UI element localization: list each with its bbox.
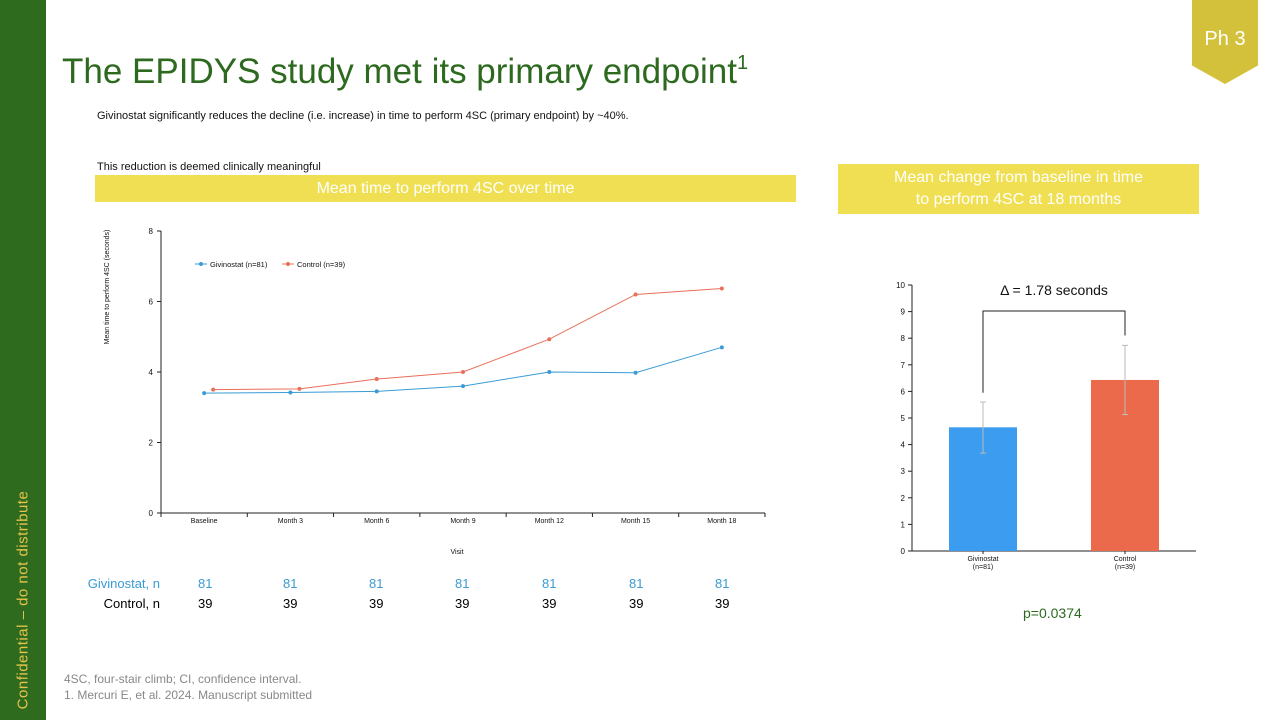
y-tick-label: 8	[149, 227, 154, 236]
x-tick-label: Month 3	[278, 518, 303, 525]
data-point-control	[374, 377, 379, 382]
n-value-control: 39	[629, 596, 644, 611]
legend-label: Givinostat (n=81)	[210, 260, 268, 269]
n-value-control: 39	[369, 596, 384, 611]
bar-chart-banner: Mean change from baseline in time to per…	[838, 164, 1199, 214]
bar-y-tick-label: 4	[901, 441, 906, 450]
data-point-givinostat	[547, 370, 552, 374]
data-point-givinostat	[202, 391, 207, 396]
bar-chart-banner-line1: Mean change from baseline in time	[893, 169, 1144, 186]
footnote-reference: 1. Mercuri E, et al. 2024. Manuscript su…	[64, 688, 313, 702]
bar-y-tick-label: 6	[901, 387, 906, 396]
data-point-control	[461, 370, 465, 374]
data-point-givinostat	[461, 384, 465, 389]
y-tick-label: 0	[149, 509, 154, 518]
x-tick-label: Month 9	[450, 518, 475, 525]
bar-y-tick-label: 2	[901, 494, 906, 503]
data-point-givinostat	[288, 390, 293, 395]
phase-badge: Ph 3	[1192, 0, 1258, 84]
data-point-control	[719, 286, 724, 291]
y-axis-label: Mean time to perform 4SC (seconds)	[104, 230, 111, 345]
n-value-givinostat: 81	[198, 576, 213, 591]
x-tick-label: Month 15	[621, 518, 650, 525]
bar-y-tick-label: 8	[901, 334, 906, 343]
n-value-givinostat: 81	[715, 576, 730, 591]
phase-badge-label: Ph 3	[1204, 28, 1246, 50]
line-chart-banner: Mean time to perform 4SC over time	[95, 175, 796, 202]
n-value-control: 39	[283, 596, 298, 611]
n-value-control: 39	[455, 596, 470, 611]
bar-y-tick-label: 5	[901, 414, 906, 423]
delta-bracket	[982, 310, 1126, 393]
bar-y-tick-label: 0	[901, 547, 906, 556]
data-point-givinostat	[719, 345, 724, 350]
bar-y-tick-label: 7	[901, 361, 906, 370]
x-tick-label: Month 12	[535, 518, 564, 525]
bar-y-tick-label: 3	[901, 467, 906, 476]
bar-category-label: Givinostat	[967, 556, 998, 563]
legend-label: Control (n=39)	[297, 260, 346, 269]
bar-category-label: Control	[1114, 556, 1137, 563]
y-tick-label: 6	[149, 298, 154, 307]
y-tick-label: 2	[149, 439, 154, 448]
title-reference: 1	[737, 52, 749, 74]
delta-annotation: Δ = 1.78 seconds	[1000, 282, 1108, 298]
data-point-givinostat	[633, 370, 638, 375]
n-value-givinostat: 81	[455, 576, 470, 591]
n-value-control: 39	[542, 596, 557, 611]
n-value-control: 39	[198, 596, 213, 611]
subtitle-secondary: This reduction is deemed clinically mean…	[97, 161, 321, 173]
subtitle-primary: Givinostat significantly reduces the dec…	[97, 110, 629, 122]
n-row-label-control: Control, n	[103, 596, 160, 611]
legend-swatch-marker	[286, 262, 290, 266]
page-title: The EPIDYS study met its primary endpoin…	[62, 52, 748, 92]
page-title-text: The EPIDYS study met its primary endpoin…	[62, 52, 737, 91]
confidential-label: Confidential – do not distribute	[14, 490, 32, 710]
series-line-control	[213, 287, 722, 391]
n-value-givinostat: 81	[283, 576, 298, 591]
n-row-givinostat: Givinostat, n 81 81 81 81 81 81 81	[60, 576, 780, 596]
line-chart: 0 2 4 6 8 Baseline Month 3 Month 6 Month 9 Month …	[104, 227, 766, 556]
x-tick-label: Baseline	[191, 518, 218, 525]
bar-chart-banner-line2: to perform 4SC at 18 months	[915, 191, 1122, 208]
data-point-control	[297, 386, 302, 391]
x-axis-label: Visit	[450, 549, 463, 556]
p-value: p=0.0374	[1023, 605, 1082, 621]
n-value-control: 39	[715, 596, 730, 611]
footnote-abbreviations: 4SC, four-stair climb; CI, confidence in…	[64, 672, 302, 686]
n-value-givinostat: 81	[542, 576, 557, 591]
data-point-givinostat	[374, 389, 379, 394]
data-point-control	[633, 292, 638, 297]
n-value-givinostat: 81	[369, 576, 384, 591]
sidebar-strip: Confidential – do not distribute	[0, 0, 46, 720]
data-point-control	[547, 337, 552, 342]
bar-chart: 0 1 2 3 4 5 6 7 8 9 10 Givinostat(n=81) Control(n=39…	[896, 281, 1196, 571]
bar-y-tick-label: 10	[896, 281, 905, 290]
legend-swatch-marker	[199, 262, 203, 266]
y-tick-label: 4	[149, 368, 154, 377]
bar-category-sublabel: (n=81)	[973, 564, 993, 571]
n-row-control: Control, n 39 39 39 39 39 39 39	[60, 596, 780, 616]
data-point-control	[211, 387, 216, 392]
n-value-givinostat: 81	[629, 576, 644, 591]
bar-category-sublabel: (n=39)	[1115, 564, 1135, 571]
bar-y-tick-label: 9	[901, 308, 906, 317]
x-tick-label: Month 18	[707, 518, 736, 525]
x-tick-label: Month 6	[364, 518, 389, 525]
n-row-label-givinostat: Givinostat, n	[87, 576, 160, 591]
bar-y-tick-label: 1	[901, 520, 906, 529]
